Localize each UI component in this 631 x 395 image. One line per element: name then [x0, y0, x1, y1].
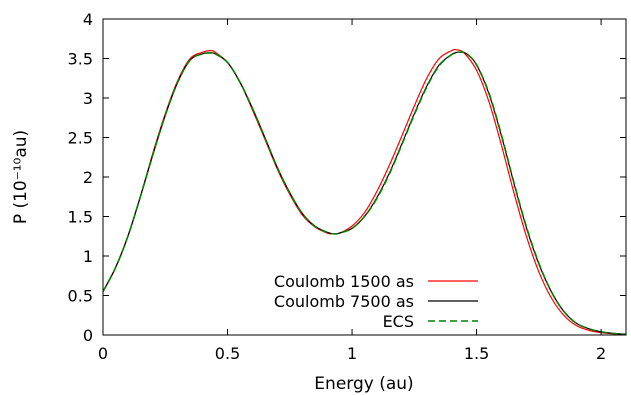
y-tick-label: 2: [83, 168, 93, 187]
y-tick-label: 3.5: [68, 50, 93, 69]
x-axis-label: Energy (au): [314, 374, 413, 394]
x-tick-label: 1: [347, 344, 357, 363]
series-line-1: [103, 48, 626, 335]
y-tick-label: 4: [83, 10, 93, 29]
y-tick-label: 2.5: [68, 129, 93, 148]
x-tick-label: 2: [596, 344, 606, 363]
x-tick-label: 0.5: [215, 344, 240, 363]
legend-label: ECS: [383, 312, 414, 331]
y-tick-label: 0: [83, 326, 93, 345]
series-layer: [103, 48, 626, 335]
y-tick-label: 1: [83, 247, 93, 266]
x-tick-label: 0: [98, 344, 108, 363]
legend-label: Coulomb 7500 as: [274, 292, 414, 311]
x-tick-label: 1.5: [464, 344, 489, 363]
y-axis-label: P (10⁻¹⁰au): [11, 130, 31, 224]
series-line-3: [103, 51, 626, 335]
y-tick-label: 0.5: [68, 287, 93, 306]
y-tick-label: 3: [83, 89, 93, 108]
legend-label: Coulomb 1500 as: [274, 272, 414, 291]
y-tick-label: 1.5: [68, 208, 93, 227]
axes-layer: 0 0.5 1 1.5 2 0 0.5 1 1.5 2 2.5 3 3.5 4: [68, 10, 626, 363]
